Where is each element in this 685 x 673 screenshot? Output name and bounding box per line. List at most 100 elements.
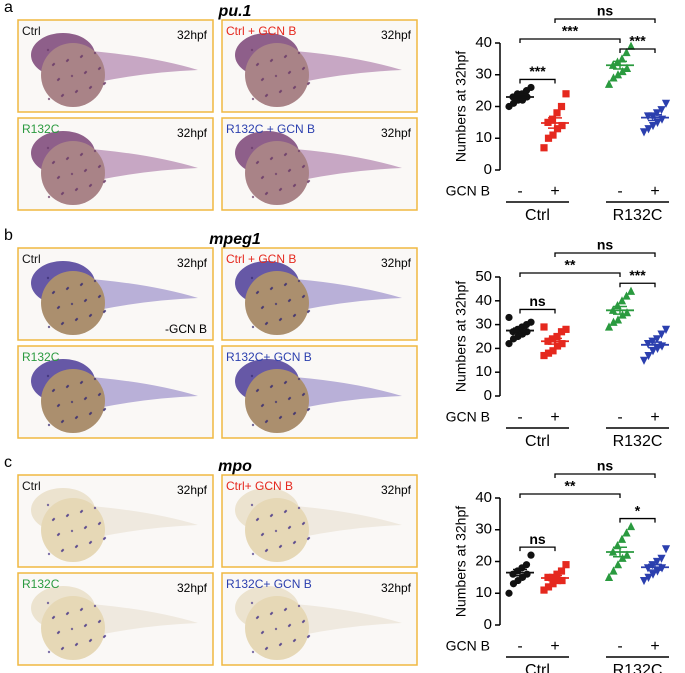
stain-dot <box>98 294 102 298</box>
data-point <box>609 73 618 82</box>
stain-dot <box>98 392 102 396</box>
data-point <box>544 134 553 142</box>
stain-dot <box>70 529 74 533</box>
stain-dot <box>61 419 65 423</box>
data-point <box>557 328 566 336</box>
data-point <box>544 349 553 357</box>
stain-dot <box>297 604 301 608</box>
image-label: Ctrl <box>22 479 41 493</box>
stain-dot <box>47 650 51 654</box>
stage-label: 32hpf <box>381 256 412 270</box>
embryo-tail <box>78 278 198 310</box>
stain-dot <box>93 377 97 381</box>
stain-dot <box>46 48 50 52</box>
stain-dot <box>93 51 97 55</box>
stain-dot <box>288 70 292 74</box>
stain-dot <box>270 611 274 615</box>
embryo-yolk <box>245 43 309 107</box>
stain-dot <box>256 388 260 392</box>
stain-dot <box>61 548 65 552</box>
x-tick-label: + <box>650 638 659 655</box>
y-tick-label: 50 <box>475 268 492 285</box>
data-point <box>604 572 614 581</box>
y-tick-label: 20 <box>475 552 492 569</box>
stain-dot <box>66 156 70 160</box>
stain-dot <box>89 183 93 187</box>
stain-dot <box>66 58 70 62</box>
data-point <box>548 115 557 123</box>
stain-dot <box>261 305 265 309</box>
embryo-tail <box>78 50 198 82</box>
stain-dot <box>57 630 61 634</box>
series <box>604 286 636 331</box>
stain-dot <box>250 601 254 605</box>
data-point <box>622 47 631 57</box>
stain-dot <box>84 298 88 302</box>
data-point <box>652 557 662 567</box>
x-tick-label: + <box>550 638 559 655</box>
stain-dot <box>284 380 288 384</box>
significance-bracket <box>619 517 656 523</box>
x-tick-label: + <box>650 409 659 426</box>
stain-dot <box>89 411 93 415</box>
significance-label: ns <box>529 531 546 547</box>
y-tick-label: 30 <box>475 316 492 333</box>
stain-dot <box>297 51 301 55</box>
group-label: Ctrl <box>525 207 550 224</box>
embryo-yolk <box>245 596 309 660</box>
data-point <box>609 566 618 575</box>
panel-letter: b <box>4 227 13 244</box>
data-point <box>618 553 627 562</box>
image-label: R132C <box>22 122 60 136</box>
stain-dot <box>279 187 283 191</box>
series <box>639 545 671 586</box>
series <box>540 90 570 152</box>
data-point <box>523 570 531 578</box>
embryo-yolk <box>41 498 105 562</box>
image-label: R132C+ GCN B <box>226 577 312 591</box>
gene-title: mpeg1 <box>209 231 261 248</box>
sem-bar <box>648 114 662 122</box>
stain-dot <box>89 313 93 317</box>
stain-dot <box>46 276 50 280</box>
series <box>540 561 570 594</box>
data-point <box>617 54 627 63</box>
stain-dot <box>302 164 306 168</box>
data-point <box>527 318 535 326</box>
gene-title: pu.1 <box>218 3 252 20</box>
stain-dot <box>270 384 274 388</box>
significance-label: * <box>635 502 641 518</box>
stain-dot <box>307 179 311 183</box>
stain-dot <box>47 97 51 101</box>
stage-label: 32hpf <box>177 126 208 140</box>
embryo-tail <box>78 505 198 537</box>
data-point <box>557 102 566 111</box>
stage-label: 32hpf <box>177 256 208 270</box>
data-point <box>604 79 614 88</box>
y-tick-label: 10 <box>475 584 492 601</box>
data-point <box>661 545 671 554</box>
embryo-image <box>17 572 214 666</box>
group-label: R132C <box>613 207 663 224</box>
data-point <box>648 561 657 570</box>
y-axis-label: Numbers at 32hpf <box>453 51 469 162</box>
data-point <box>527 83 535 92</box>
data-point <box>613 70 623 79</box>
stain-dot <box>297 279 301 283</box>
stain-dot <box>297 149 301 153</box>
data-point <box>505 313 513 322</box>
sem-bar <box>648 563 662 571</box>
stage-label: 32hpf <box>177 483 208 497</box>
y-tick-label: 40 <box>475 489 492 506</box>
significance-label: ** <box>565 257 576 273</box>
stain-dot <box>93 604 97 608</box>
stain-dot <box>250 503 254 507</box>
data-point <box>558 121 566 130</box>
data-point <box>549 347 557 355</box>
significance-bracket <box>519 38 621 43</box>
y-tick-label: 30 <box>475 66 492 83</box>
x-tick-label: + <box>650 183 659 200</box>
stain-dot <box>89 638 93 642</box>
stain-dot <box>279 89 283 93</box>
stain-dot <box>302 294 306 298</box>
